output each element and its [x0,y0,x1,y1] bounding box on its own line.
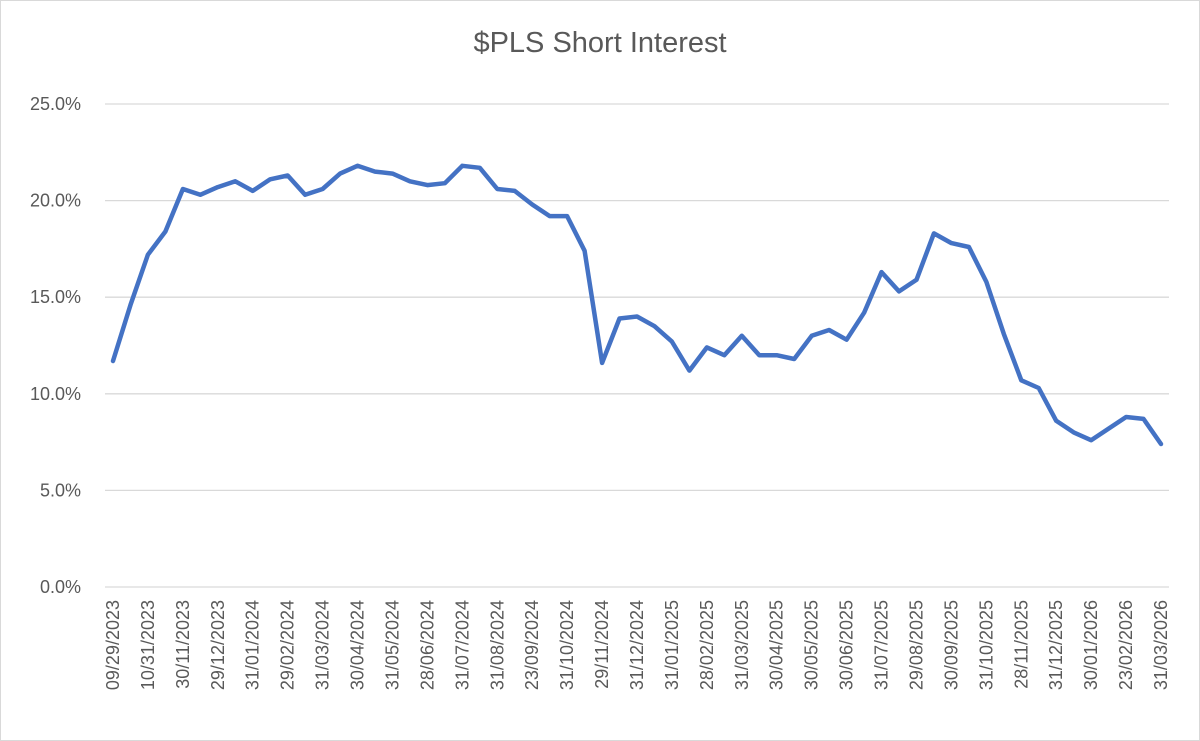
y-tick-label: 0.0% [40,577,81,597]
x-tick-label: 30/05/2025 [802,600,822,690]
y-tick-label: 25.0% [30,94,81,114]
x-tick-label: 31/03/2026 [1151,600,1171,690]
x-tick-label: 31/03/2025 [732,600,752,690]
y-tick-label: 20.0% [30,191,81,211]
x-tick-label: 31/07/2024 [452,600,472,690]
y-tick-label: 15.0% [30,287,81,307]
x-tick-label: 29/02/2024 [278,600,298,690]
series-line [110,163,1164,447]
x-tick-label: 31/05/2024 [383,600,403,690]
x-tick-label: 31/03/2024 [313,600,333,690]
x-tick-label: 23/09/2024 [522,600,542,690]
x-tick-label: 09/29/2023 [103,600,123,690]
x-tick-label: 29/11/2024 [592,600,612,689]
x-tick-label: 30/04/2025 [767,600,787,690]
x-tick-label: 28/06/2024 [417,600,437,690]
x-tick-label: 28/02/2025 [697,600,717,690]
x-tick-label: 29/12/2023 [208,600,228,690]
x-tick-label: 30/06/2025 [837,600,857,690]
x-tick-label: 31/01/2024 [243,600,263,690]
x-tick-label: 31/08/2024 [487,600,507,690]
y-tick-label: 10.0% [30,384,81,404]
x-tick-label: 31/07/2025 [872,600,892,690]
x-tick-label: 30/09/2025 [941,600,961,690]
y-tick-label: 5.0% [40,480,81,500]
x-tick-label: 31/12/2025 [1046,600,1066,690]
x-tick-label: 30/04/2024 [348,600,368,690]
x-tick-label: 23/02/2026 [1116,600,1136,690]
x-tick-label: 29/08/2025 [907,600,927,690]
x-tick-label: 28/11/2025 [1011,600,1031,689]
x-tick-label: 30/01/2026 [1081,600,1101,690]
chart-title: $PLS Short Interest [473,27,727,59]
x-tick-label: 31/10/2025 [976,600,996,690]
x-tick-label: 31/12/2024 [627,600,647,690]
x-tick-label: 31/10/2024 [557,600,577,690]
x-tick-label: 31/01/2025 [662,600,682,690]
x-tick-label: 10/31/2023 [138,600,158,690]
x-tick-label: 30/11/2023 [173,600,193,689]
